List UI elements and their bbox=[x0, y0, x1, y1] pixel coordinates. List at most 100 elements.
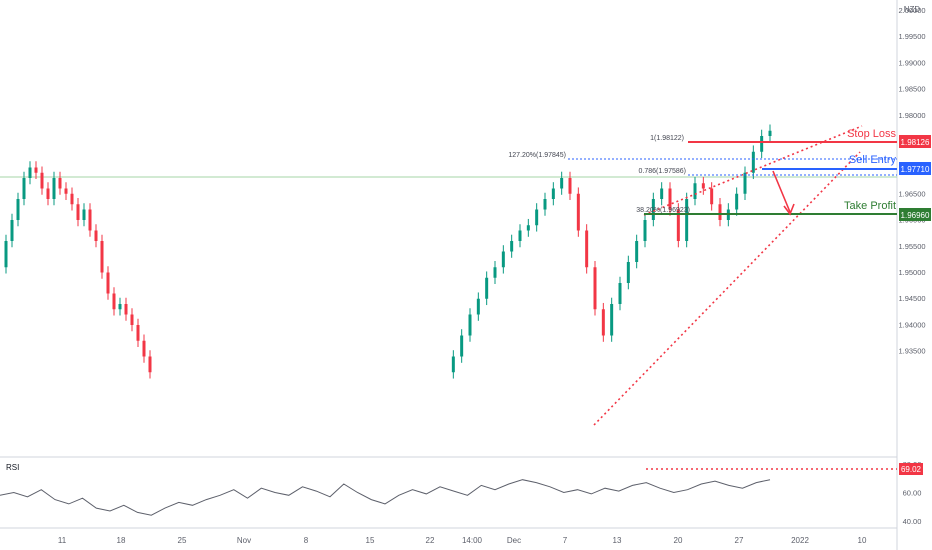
candle-up bbox=[501, 251, 505, 268]
rsi-label: RSI bbox=[6, 463, 19, 472]
candle-up bbox=[551, 188, 555, 199]
price-tick-label: 1.95500 bbox=[898, 242, 925, 251]
stop-loss-badge-text: 1.98126 bbox=[901, 138, 930, 147]
candle-up bbox=[560, 178, 564, 189]
take-profit-fib-label: 38.20%(1.96923) bbox=[636, 207, 690, 214]
time-axis: 11 18 25 Nov 8 15 22 14:00 Dec 7 13 20 27 2022 10 bbox=[58, 536, 867, 545]
currency-label: NZD bbox=[904, 5, 921, 14]
candle-down bbox=[718, 204, 722, 220]
projection-arrow-head bbox=[783, 203, 795, 216]
candle-up bbox=[468, 314, 472, 336]
candle-up bbox=[635, 241, 639, 262]
candle-down bbox=[58, 178, 62, 189]
candle-up bbox=[735, 193, 739, 210]
time-tick-label: 18 bbox=[117, 536, 126, 545]
rsi-badge bbox=[899, 463, 923, 475]
candle-down bbox=[76, 204, 80, 220]
candle-down bbox=[40, 172, 44, 189]
rsi-tick-label: 60.00 bbox=[903, 489, 922, 498]
stop-loss-label: Stop Loss bbox=[847, 128, 896, 140]
candle-up bbox=[643, 220, 647, 241]
candle-down bbox=[701, 183, 705, 189]
fib-0786-label: 0.786(1.97586) bbox=[639, 168, 686, 175]
candle-down bbox=[106, 272, 110, 294]
take-profit-badge bbox=[899, 208, 931, 221]
candle-down bbox=[593, 267, 597, 310]
candle-up bbox=[4, 241, 8, 268]
price-tick-label: 1.93500 bbox=[898, 347, 925, 356]
candle-up bbox=[626, 262, 630, 283]
candles bbox=[4, 124, 772, 379]
price-tick-label: 1.99500 bbox=[898, 32, 925, 41]
rsi-tick-label: 40.00 bbox=[903, 517, 922, 526]
candle-down bbox=[142, 340, 146, 357]
candle-down bbox=[710, 188, 714, 205]
time-tick-label: 25 bbox=[178, 536, 187, 545]
candle-up bbox=[82, 209, 86, 220]
price-tick-label: 1.98000 bbox=[898, 111, 925, 120]
time-tick-label: 8 bbox=[304, 536, 309, 545]
candle-up bbox=[526, 225, 530, 231]
candle-up bbox=[510, 241, 514, 252]
candle-up bbox=[751, 151, 755, 173]
candle-down bbox=[601, 309, 605, 336]
candle-up bbox=[618, 283, 622, 304]
price-tick-label: 1.94000 bbox=[898, 320, 925, 329]
time-tick-label: Dec bbox=[507, 536, 521, 545]
candle-up bbox=[651, 199, 655, 220]
candle-down bbox=[88, 209, 92, 231]
take-profit-label: Take Profit bbox=[844, 200, 896, 212]
time-tick-label: Nov bbox=[237, 536, 251, 545]
time-tick-label: 22 bbox=[426, 536, 435, 545]
price-tick-label: 1.99000 bbox=[898, 58, 925, 67]
stop-loss-badge bbox=[899, 135, 931, 148]
candle-up bbox=[768, 130, 772, 136]
projection-arrow-line bbox=[772, 170, 791, 213]
candle-down bbox=[130, 314, 134, 325]
candle-up bbox=[535, 209, 539, 226]
candle-up bbox=[660, 188, 664, 199]
time-tick-label: 11 bbox=[58, 536, 67, 545]
candle-down bbox=[70, 193, 74, 205]
time-tick-label: 27 bbox=[735, 536, 744, 545]
time-tick-label: 10 bbox=[858, 536, 867, 545]
candle-up bbox=[543, 199, 547, 210]
stop-loss-fib-label: 1(1.98122) bbox=[650, 135, 684, 142]
take-profit-badge-text: 1.96960 bbox=[901, 211, 930, 220]
sell-entry-fib-label: 127.20%(1.97845) bbox=[508, 152, 566, 159]
candle-down bbox=[136, 325, 140, 341]
wedge-lower-line bbox=[593, 151, 861, 426]
candle-up bbox=[685, 199, 689, 241]
candle-up bbox=[485, 277, 489, 299]
price-tick-label: 1.96500 bbox=[898, 189, 925, 198]
price-tick-label: 1.95000 bbox=[898, 268, 925, 277]
candle-up bbox=[22, 178, 26, 199]
candle-up bbox=[743, 172, 747, 194]
candle-up bbox=[493, 267, 497, 278]
candle-down bbox=[576, 193, 580, 231]
candle-down bbox=[34, 167, 38, 173]
candle-up bbox=[760, 136, 764, 152]
candle-up bbox=[460, 335, 464, 357]
rsi-line bbox=[0, 479, 771, 516]
price-tick-label: 2.00000 bbox=[898, 6, 925, 15]
candle-up bbox=[10, 220, 14, 241]
candle-down bbox=[64, 188, 68, 194]
candle-up bbox=[118, 304, 122, 310]
price-tick-label: 1.94500 bbox=[898, 294, 925, 303]
price-tick-label: 1.98500 bbox=[898, 85, 925, 94]
candle-down bbox=[112, 293, 116, 310]
candle-up bbox=[451, 356, 455, 373]
candle-up bbox=[16, 199, 20, 220]
candle-down bbox=[100, 241, 104, 273]
candle-down bbox=[124, 304, 128, 315]
candle-down bbox=[668, 188, 672, 210]
time-tick-label: 2022 bbox=[791, 536, 809, 545]
candle-down bbox=[94, 230, 98, 241]
candle-up bbox=[28, 167, 32, 178]
candle-down bbox=[148, 356, 152, 373]
price-axis: 2.000001.995001.990001.985001.980001.975… bbox=[898, 6, 925, 356]
rsi-badge-text: 69.02 bbox=[901, 465, 922, 474]
